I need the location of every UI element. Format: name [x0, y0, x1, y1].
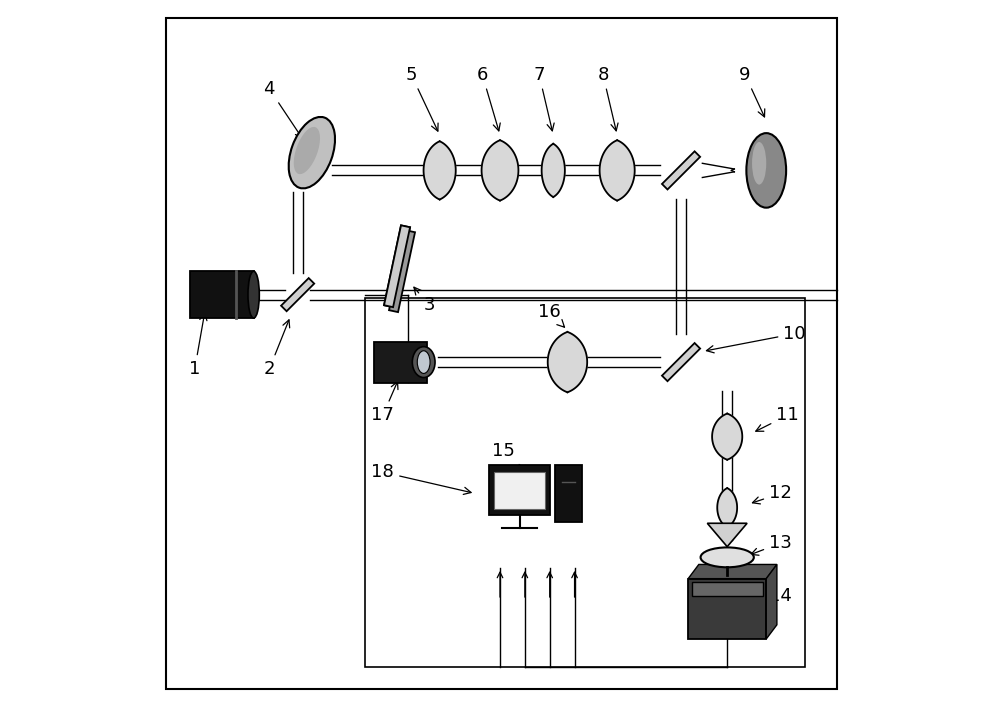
Polygon shape: [548, 332, 587, 392]
Polygon shape: [482, 141, 518, 200]
Polygon shape: [384, 225, 410, 307]
Polygon shape: [662, 343, 700, 381]
Ellipse shape: [752, 142, 766, 185]
Text: 15: 15: [492, 442, 529, 473]
Ellipse shape: [289, 117, 335, 188]
Text: 12: 12: [752, 484, 792, 504]
Bar: [688, 579, 766, 639]
Polygon shape: [281, 278, 314, 311]
Polygon shape: [662, 151, 700, 190]
Text: 14: 14: [762, 587, 792, 615]
Text: 10: 10: [706, 324, 806, 353]
Bar: [692, 582, 763, 596]
Text: 2: 2: [264, 320, 290, 378]
Text: 6: 6: [477, 65, 500, 131]
Bar: [365, 298, 805, 667]
Polygon shape: [384, 225, 410, 307]
Ellipse shape: [294, 127, 320, 174]
Polygon shape: [688, 564, 777, 579]
Text: 1: 1: [189, 313, 207, 378]
Bar: [190, 271, 254, 318]
Ellipse shape: [248, 271, 259, 318]
Text: 9: 9: [739, 65, 765, 117]
Polygon shape: [712, 413, 742, 460]
Bar: [489, 465, 550, 515]
Text: 7: 7: [533, 65, 554, 131]
Text: 16: 16: [538, 303, 564, 327]
Bar: [494, 472, 545, 509]
Text: 3: 3: [414, 288, 435, 315]
Text: 11: 11: [756, 406, 799, 431]
Text: 17: 17: [371, 381, 398, 425]
Text: 8: 8: [597, 65, 618, 131]
Ellipse shape: [412, 346, 435, 378]
Text: 13: 13: [751, 534, 792, 555]
Text: 4: 4: [264, 80, 302, 138]
Ellipse shape: [715, 562, 740, 572]
Polygon shape: [424, 141, 456, 200]
Polygon shape: [717, 488, 737, 527]
Polygon shape: [389, 230, 415, 312]
Ellipse shape: [746, 133, 786, 207]
Polygon shape: [600, 141, 635, 200]
Polygon shape: [542, 143, 565, 197]
Polygon shape: [707, 523, 747, 547]
Ellipse shape: [701, 547, 754, 567]
Ellipse shape: [417, 351, 430, 373]
Polygon shape: [766, 564, 777, 639]
Text: 5: 5: [406, 65, 438, 131]
Text: 18: 18: [371, 463, 471, 494]
Bar: [555, 465, 582, 522]
Bar: [374, 342, 427, 383]
